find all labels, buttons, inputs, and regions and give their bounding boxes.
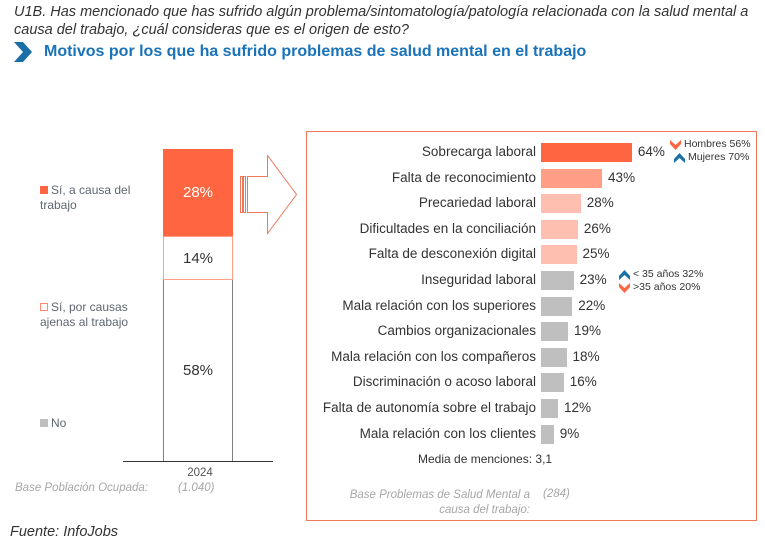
bar — [541, 168, 603, 188]
bar-category-label: Mala relación con los clientes — [359, 425, 536, 441]
legend-label: Sí, a causa del trabajo — [40, 183, 131, 212]
bar-category-label: Cambios organizacionales — [377, 323, 536, 339]
bar — [541, 347, 567, 367]
source-footer: Fuente: InfoJobs — [10, 524, 119, 540]
annotation-item: Hombres 56% — [670, 138, 751, 151]
bar-category-label: Discriminación o acoso laboral — [352, 374, 536, 390]
bar-value-label: 28% — [586, 195, 614, 211]
bar — [541, 322, 568, 342]
chevron-right-icon — [14, 42, 32, 62]
annotation-item: Mujeres 70% — [674, 151, 751, 164]
bar-row: Dificultades en la conciliación 26% — [306, 219, 757, 240]
bar-value-label: 43% — [608, 169, 636, 185]
annotation-text: >35 años 20% — [633, 281, 701, 293]
annotation-text: < 35 años 32% — [633, 268, 704, 280]
bar-category-label: Mala relación con los superiores — [342, 297, 536, 313]
bar-row: Mala relación con los compañeros 18% — [306, 347, 757, 368]
bar-row: Falta de autonomía sobre el trabajo 12% — [306, 399, 757, 419]
bar-row: Precariedad laboral 28% — [306, 194, 757, 214]
stack-segment-si-trabajo: 28% — [163, 149, 233, 237]
bar-category-label: Inseguridad laboral — [421, 272, 536, 287]
bar — [541, 219, 578, 239]
bar-category-label: Precariedad laboral — [418, 195, 536, 211]
annotation-text: Hombres 56% — [684, 138, 751, 150]
bar-row: Inseguridad laboral 23% — [306, 271, 757, 291]
legend-item-si-trabajo: Sí, a causa del trabajo — [40, 183, 145, 213]
bar — [541, 245, 577, 265]
bar-value-label: 16% — [569, 374, 597, 390]
bar-value-label: 9% — [559, 425, 580, 441]
bar-value-label: 23% — [579, 272, 607, 287]
base-label-left: Base Población Ocupada: — [15, 482, 148, 494]
bar — [541, 399, 559, 418]
x-tick-label: 2024 — [187, 467, 213, 479]
bar-category-label: Falta de reconocimiento — [391, 169, 536, 185]
chevron-up-icon — [674, 152, 685, 163]
chevron-down-icon — [670, 139, 681, 150]
bar — [541, 194, 581, 214]
segment-label: 28% — [182, 184, 214, 202]
survey-question: U1B. Has mencionado que has sufrido algú… — [14, 4, 749, 38]
age-annotation: < 35 años 32% >35 años 20% — [619, 268, 703, 294]
bar-value-label: 25% — [582, 246, 610, 262]
x-axis-line — [123, 461, 273, 462]
average-mentions: Media de menciones: 3,1 — [418, 452, 553, 466]
bar-category-label: Falta de desconexión digital — [368, 246, 536, 262]
bar-row: Mala relación con los clientes 9% — [306, 424, 757, 445]
chart-subtitle: Motivos por los que ha sufrido problemas… — [44, 43, 587, 60]
bar-value-label: 26% — [583, 220, 611, 236]
bar-row: Falta de reconocimiento 43% — [306, 168, 757, 189]
bar — [541, 373, 564, 393]
annotation-text: Mujeres 70% — [688, 151, 750, 163]
bar-value-label: 64% — [637, 144, 665, 159]
bar-value-label: 22% — [578, 297, 606, 313]
stack-segment-si-ajenas: 14% — [163, 236, 233, 281]
bar-value-label: 18% — [572, 348, 600, 364]
arrow-right-icon — [240, 155, 298, 235]
chevron-up-icon — [619, 269, 630, 280]
segment-label: 14% — [182, 249, 214, 267]
bar — [541, 271, 574, 290]
legend-label: No — [51, 416, 67, 430]
subtitle-row: Motivos por los que ha sufrido problemas… — [12, 41, 586, 63]
bar-value-label: 19% — [573, 323, 601, 339]
legend-swatch-gray — [40, 419, 48, 427]
bar — [541, 296, 573, 316]
bar — [541, 424, 554, 444]
horizontal-bar-chart: Sobrecarga laboral 64% Falta de reconocimi… — [306, 131, 757, 451]
bar-category-label: Dificultades en la conciliación — [359, 220, 536, 236]
legend-item-no: No — [40, 416, 66, 431]
chevron-down-icon — [619, 282, 630, 293]
stack-segment-no: 58% — [163, 280, 233, 461]
segment-label: 58% — [182, 362, 214, 379]
legend-swatch-filled — [40, 186, 48, 194]
bar-row: Mala relación con los superiores 22% — [306, 296, 757, 317]
base-n-right: (284) — [543, 488, 570, 500]
bar-category-label: Sobrecarga laboral — [421, 144, 536, 159]
bar-row: Sobrecarga laboral 64% — [306, 143, 757, 163]
legend-item-si-ajenas: Sí, por causas ajenas al trabajo — [40, 300, 150, 330]
bar-category-label: Falta de autonomía sobre el trabajo — [322, 400, 536, 415]
bar-row: Cambios organizacionales 19% — [306, 322, 757, 342]
bar — [541, 143, 632, 162]
base-n-left: (1.040) — [178, 482, 215, 494]
bar-row: Discriminación o acoso laboral 16% — [306, 373, 757, 393]
bar-category-label: Mala relación con los compañeros — [331, 348, 536, 364]
stacked-bar-2024: 28% 14% 58% — [163, 149, 233, 461]
base-label-right: Base Problemas de Salud Mental a causa d… — [349, 489, 530, 516]
annotation-item: < 35 años 32% — [619, 268, 703, 281]
gender-annotation: Hombres 56% Mujeres 70% — [670, 138, 751, 164]
legend-label: Sí, por causas ajenas al trabajo — [40, 300, 129, 329]
legend-swatch-outline — [40, 303, 48, 311]
bar-row: Falta de desconexión digital 25% — [306, 245, 757, 265]
annotation-item: >35 años 20% — [619, 281, 703, 294]
bar-value-label: 12% — [564, 400, 592, 415]
reasons-panel — [306, 131, 757, 521]
